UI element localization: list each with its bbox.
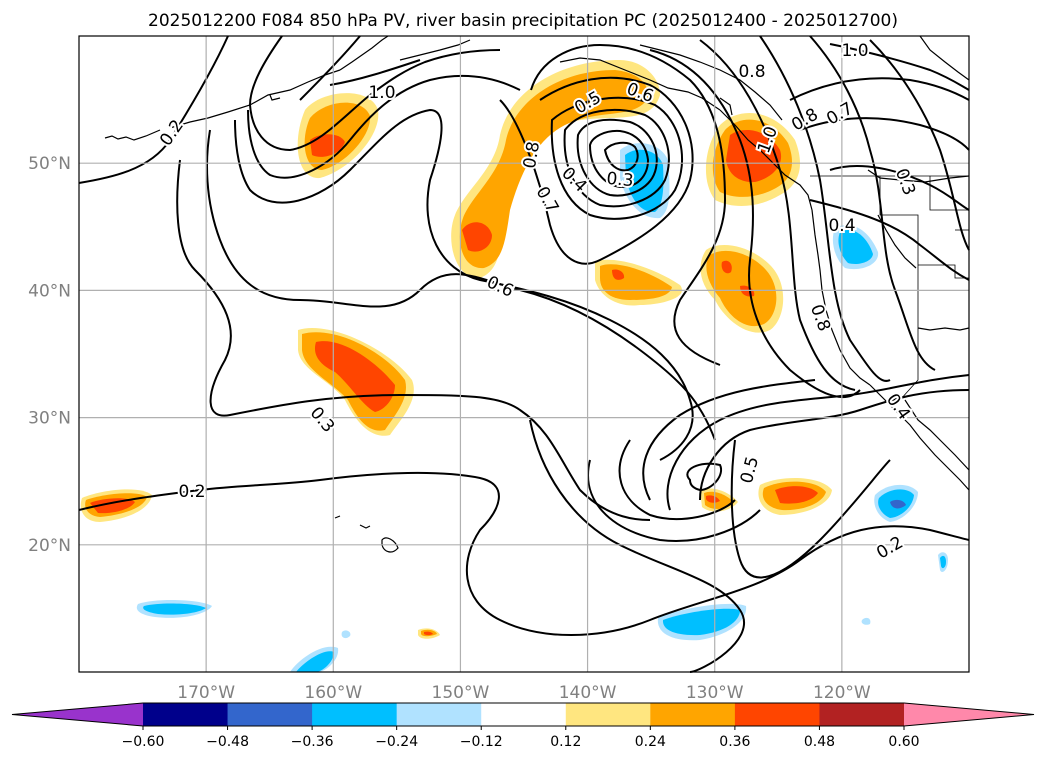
colorbar-tick-label: 0.48 [804, 734, 835, 750]
latitude-tick-label: 40°N [28, 281, 71, 301]
political-borders [810, 175, 969, 401]
colorbar-tick-label: 0.24 [635, 734, 666, 750]
graticule [79, 36, 969, 672]
contour-label: 0.3 [606, 169, 635, 191]
contour-label: 0.2 [178, 482, 205, 502]
coastlines [104, 35, 970, 553]
latitude-tick-label: 30°N [28, 409, 71, 429]
latitude-labels: 50°N 40°N 30°N 20°N [28, 154, 71, 556]
longitude-tick-label: 120°W [813, 683, 871, 703]
precipitation-shading [80, 60, 948, 672]
figure-title: 2025012200 F084 850 hPa PV, river basin … [148, 11, 898, 31]
contour-label: 1.0 [841, 41, 868, 61]
colorbar-tick-label: −0.48 [206, 734, 249, 750]
latitude-tick-label: 50°N [28, 154, 71, 174]
colorbar-segment [734, 703, 820, 726]
contour-label: 1.0 [368, 83, 395, 103]
longitude-labels: 170°W 160°W 150°W 140°W 130°W 120°W [177, 683, 871, 703]
map-frame [78, 35, 970, 673]
colorbar-tick-label: −0.24 [375, 734, 418, 750]
colorbar-segment [143, 703, 229, 726]
colorbar-segment [565, 703, 651, 726]
colorbar-tick-label: −0.36 [291, 734, 334, 750]
contour-label: 0.4 [828, 216, 855, 236]
colorbar-tick-label: −0.60 [122, 734, 165, 750]
colorbar-tick-label: 0.12 [550, 734, 581, 750]
colorbar-over-arrow [904, 703, 1034, 726]
longitude-tick-label: 170°W [177, 683, 235, 703]
latitude-tick-label: 20°N [28, 536, 71, 556]
longitude-tick-label: 130°W [686, 683, 744, 703]
contour-label: 0.8 [738, 62, 765, 82]
longitude-tick-label: 140°W [559, 683, 617, 703]
colorbar-tick-label: 0.36 [719, 734, 750, 750]
colorbar-segment [481, 703, 567, 726]
colorbar-segment [650, 703, 736, 726]
colorbar-segment [227, 703, 313, 726]
colorbar-segment [819, 703, 905, 726]
pv-contours [78, 35, 970, 673]
colorbar-tick-label: −0.12 [460, 734, 503, 750]
colorbar-under-arrow [12, 703, 143, 726]
longitude-tick-label: 160°W [304, 683, 362, 703]
colorbar-segment [312, 703, 398, 726]
longitude-tick-label: 150°W [432, 683, 490, 703]
colorbar-segment [396, 703, 482, 726]
colorbar: −0.60 −0.48 −0.36 −0.24 −0.12 0.12 0.24 0.36 0.4… [11, 702, 1035, 750]
colorbar-tick-label: 0.60 [888, 734, 919, 750]
